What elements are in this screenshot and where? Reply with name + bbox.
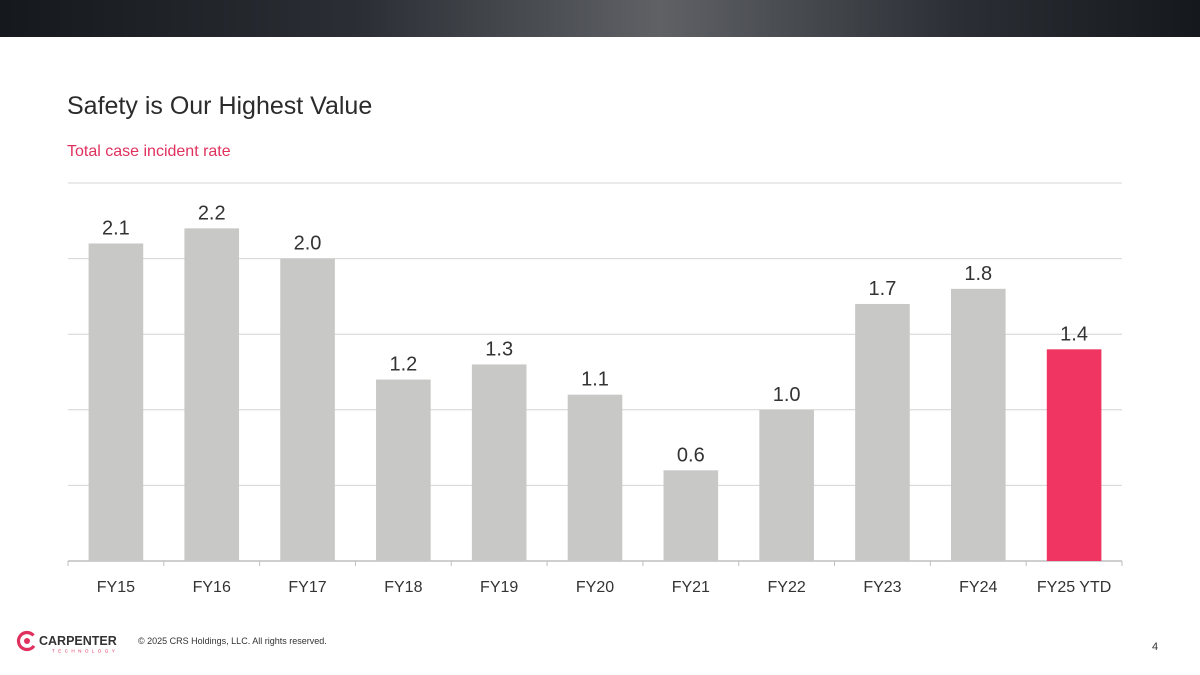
x-tick-label: FY23 xyxy=(863,579,901,596)
x-tick-label: FY19 xyxy=(480,579,518,596)
bar-highlight xyxy=(1046,349,1102,561)
x-tick-label: FY24 xyxy=(959,579,997,596)
data-label: 1.4 xyxy=(1060,323,1088,345)
bar xyxy=(567,394,623,561)
data-label: 1.2 xyxy=(389,354,417,376)
x-tick-label: FY16 xyxy=(193,579,231,596)
x-tick-label: FY25 YTD xyxy=(1037,579,1111,596)
data-label: 1.3 xyxy=(485,338,513,360)
bar xyxy=(855,303,910,561)
logo-wordmark: CARPENTER xyxy=(39,634,117,648)
x-tick-label: FY22 xyxy=(768,579,806,596)
bar xyxy=(663,470,719,561)
data-label: 0.6 xyxy=(677,444,705,466)
bar xyxy=(759,409,814,561)
data-label: 2.2 xyxy=(198,202,226,224)
page-number: 4 xyxy=(1152,641,1159,653)
x-tick-label: FY17 xyxy=(288,579,326,596)
bar xyxy=(88,243,144,562)
data-label: 1.8 xyxy=(964,263,992,285)
top-header-band xyxy=(0,0,1200,37)
data-label: 1.7 xyxy=(869,278,897,300)
x-tick-label: FY20 xyxy=(576,579,614,596)
bar xyxy=(184,228,240,562)
bar xyxy=(950,288,1006,561)
data-label: 1.0 xyxy=(773,384,801,406)
x-tick-label: FY21 xyxy=(672,579,710,596)
page-title: Safety is Our Highest Value xyxy=(67,92,373,120)
data-label: 2.0 xyxy=(294,233,322,255)
data-label: 2.1 xyxy=(102,217,130,239)
logo-c-icon xyxy=(16,630,38,652)
logo-tagline: TECHNOLOGY xyxy=(52,649,118,654)
x-tick-label: FY18 xyxy=(384,579,422,596)
bar xyxy=(376,379,431,561)
bar xyxy=(280,258,335,561)
chart-subtitle: Total case incident rate xyxy=(67,143,231,160)
data-label: 1.1 xyxy=(581,369,609,391)
company-logo: CARPENTER TECHNOLOGY xyxy=(16,630,128,659)
bar xyxy=(471,364,527,561)
x-tick-label: FY15 xyxy=(97,579,135,596)
copyright-notice: © 2025 CRS Holdings, LLC. All rights res… xyxy=(138,636,327,646)
